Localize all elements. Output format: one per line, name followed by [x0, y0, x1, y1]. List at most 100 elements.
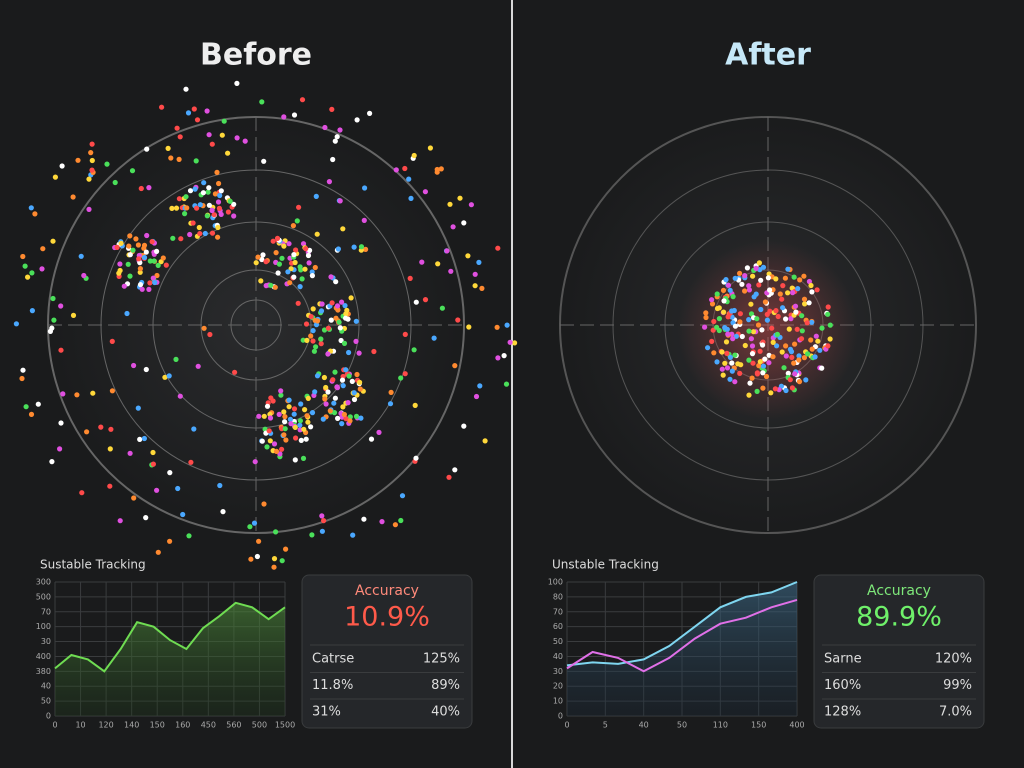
decor-dot [774, 331, 781, 337]
card-title: Accuracy [867, 583, 931, 599]
decor-dot [419, 259, 425, 265]
decor-dot [281, 114, 287, 120]
decor-dot [750, 360, 756, 366]
decor-dot [827, 322, 833, 328]
decor-dot [783, 343, 789, 349]
decor-dot [427, 145, 433, 151]
decor-dot [177, 134, 183, 140]
decor-dot [327, 408, 333, 414]
decor-dot [703, 314, 709, 321]
decor-dot [351, 396, 358, 403]
decor-dot [126, 243, 132, 249]
decor-dot [307, 247, 313, 253]
decor-dot [279, 558, 285, 564]
decor-dot [321, 518, 327, 524]
row-value: 99% [943, 678, 972, 693]
decor-dot [133, 236, 139, 242]
decor-dot [329, 106, 335, 112]
decor-dot [141, 242, 148, 248]
decor-dot [744, 265, 751, 271]
panel-title: After [725, 38, 811, 73]
y-tick-label: 50 [41, 697, 51, 706]
decor-dot [722, 325, 728, 331]
decor-dot [165, 145, 171, 151]
decor-dot [202, 230, 208, 237]
decor-dot [291, 274, 297, 280]
decor-dot [779, 296, 785, 302]
decor-dot [814, 287, 820, 293]
decor-dot [130, 247, 136, 253]
line [54, 601, 286, 673]
decor-dot [107, 483, 113, 489]
card-value: 10.9% [344, 602, 430, 633]
decor-dot [402, 331, 408, 337]
x-tick-label: 120 [98, 721, 113, 730]
decor-dot [402, 371, 408, 377]
decor-dot [727, 376, 733, 382]
decor-dot [331, 410, 338, 416]
decor-dot [748, 301, 754, 307]
decor-dot [732, 323, 739, 329]
decor-dot [759, 327, 765, 333]
y-tick-label: 30 [41, 637, 51, 646]
decor-dot [319, 301, 325, 307]
decor-dot [337, 325, 343, 331]
decor-dot [737, 270, 743, 276]
decor-dot [334, 134, 340, 140]
decor-dot [754, 371, 761, 377]
decor-dot [720, 287, 727, 293]
decor-dot [287, 280, 293, 286]
decor-dot [781, 365, 787, 371]
decor-dot [729, 308, 735, 314]
decor-dot [422, 189, 428, 195]
decor-dot [291, 252, 297, 258]
decor-dot [278, 388, 284, 394]
decor-dot [756, 282, 762, 288]
decor-dot [58, 347, 64, 353]
decor-dot [770, 354, 776, 360]
decor-dot [760, 363, 767, 369]
decor-dot [346, 373, 352, 379]
decor-dot [242, 138, 248, 144]
decor-dot [801, 355, 808, 361]
decor-dot [20, 253, 26, 260]
decor-dot [411, 152, 417, 159]
decor-dot [314, 231, 320, 237]
decor-dot [196, 224, 202, 231]
decor-dot [332, 369, 338, 375]
decor-dot [748, 311, 755, 317]
decor-dot [221, 118, 227, 124]
decor-dot [722, 360, 728, 366]
decor-dot [194, 205, 200, 211]
decor-dot [28, 411, 35, 417]
decor-dot [175, 485, 181, 492]
decor-dot [234, 80, 240, 86]
decor-dot [461, 423, 467, 429]
decor-dot [297, 264, 303, 270]
decor-dot [173, 356, 179, 362]
row-value: 120% [935, 652, 972, 667]
decor-dot [347, 414, 353, 420]
card [813, 574, 985, 729]
decor-dot [114, 244, 120, 250]
decor-dot [815, 338, 821, 344]
decor-dot [124, 310, 130, 317]
y-tick-label: 30 [553, 667, 563, 676]
decor-dot [217, 192, 223, 199]
decor-dot [772, 386, 779, 392]
decor-dot [225, 209, 231, 215]
decor-dot [155, 549, 161, 555]
decor-dot [192, 186, 198, 192]
y-tick-label: 70 [41, 607, 51, 616]
decor-dot [227, 198, 233, 204]
decor-dot [272, 284, 278, 290]
decor-dot [353, 318, 359, 324]
decor-dot [79, 490, 85, 496]
decor-dot [174, 125, 180, 131]
decor-dot [215, 224, 221, 231]
decor-dot [461, 220, 467, 226]
decor-dot [363, 246, 369, 252]
decor-dot [305, 252, 312, 259]
row-value: 89% [431, 678, 460, 693]
decor-dot [356, 350, 362, 356]
